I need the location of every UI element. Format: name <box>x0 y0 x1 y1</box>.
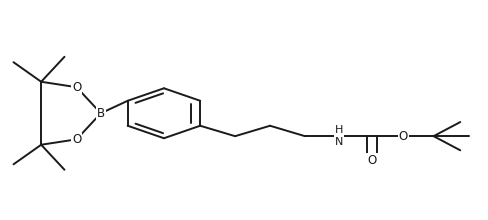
Text: B: B <box>97 107 105 120</box>
Text: O: O <box>399 130 408 143</box>
Text: O: O <box>72 133 81 146</box>
Text: O: O <box>367 154 377 167</box>
Text: H
N: H N <box>335 125 343 147</box>
Text: O: O <box>72 81 81 94</box>
